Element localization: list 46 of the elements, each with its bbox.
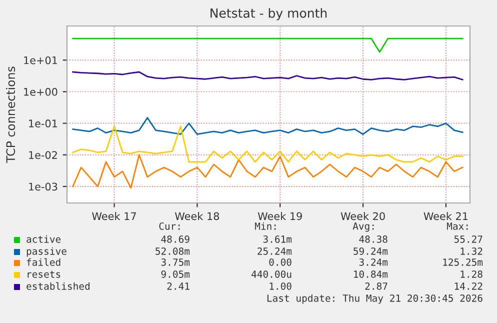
y-tick-label: 1e+01	[24, 56, 58, 64]
legend-label: resets	[28, 270, 60, 278]
chart-title: Netstat - by month	[210, 8, 327, 20]
legend-label: passive	[26, 247, 66, 257]
x-tick-label: Week 17	[92, 212, 136, 220]
text: 59.24m	[354, 247, 388, 255]
text: 3.24m	[359, 258, 388, 266]
text: 25.24m	[258, 247, 292, 255]
legend-label: active	[26, 235, 61, 243]
text: 125.25m	[443, 258, 483, 266]
line-series	[72, 154, 464, 189]
x-tick-label: Week 19	[258, 212, 302, 220]
x-tick-label: Week 21	[424, 212, 468, 220]
line-series	[72, 126, 464, 163]
text: 1.28	[460, 270, 482, 278]
y-tick-label: 1e-02	[29, 151, 57, 159]
text: Avg:	[352, 222, 374, 232]
line-series	[72, 71, 464, 80]
x-tick-label: Week 20	[340, 212, 385, 220]
text: 14.22	[454, 282, 482, 290]
legend-label: failed	[26, 258, 60, 266]
y-tick-label: 1e+00	[24, 88, 58, 96]
text: 10.84m	[354, 270, 388, 278]
text: 3.75m	[161, 258, 190, 266]
text: 2.41	[167, 282, 190, 290]
legend-label: established	[26, 282, 90, 290]
line-series	[72, 117, 464, 135]
text: 2.87	[365, 282, 388, 290]
text: 3.61m	[263, 235, 292, 243]
text: 48.69	[161, 235, 190, 243]
text: 440.00u	[252, 270, 292, 278]
x-tick-label: Week 18	[174, 212, 220, 220]
text: 48.38	[359, 235, 388, 243]
text: Last update: Thu May 21 20:30:45 2026	[267, 294, 482, 304]
text: 0.00	[269, 258, 292, 266]
text: 55.27	[454, 235, 482, 243]
text: Max:	[446, 222, 468, 230]
y-tick-label: 1e-03	[29, 182, 58, 191]
text: 1.32	[460, 247, 482, 255]
y-axis-title: TCP connections	[6, 66, 16, 163]
text: 1.00	[270, 282, 292, 290]
y-tick-label: 1e-01	[29, 120, 58, 128]
text: Cur:	[159, 222, 180, 230]
text: 9.05m	[161, 270, 190, 278]
text: 52.08m	[156, 247, 190, 255]
text: Min:	[254, 222, 276, 230]
